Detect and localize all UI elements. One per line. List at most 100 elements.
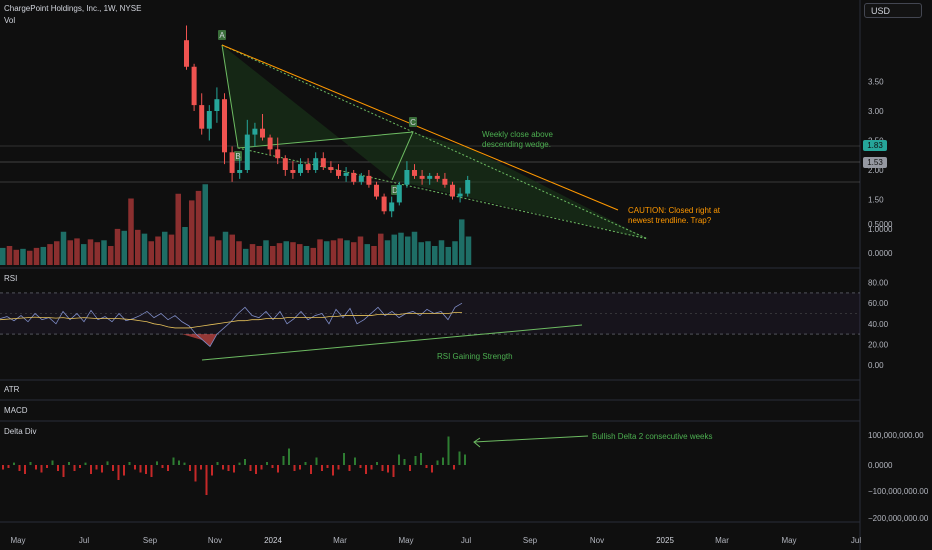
time-axis-label: May [781, 536, 796, 545]
volume-bar [330, 240, 337, 265]
delta-tick-label: −200,000,000.00 [868, 514, 929, 523]
candle-body [366, 175, 372, 185]
volume-bar [189, 200, 195, 265]
volume-bar [27, 250, 33, 265]
volume-bar [283, 241, 289, 265]
volume-bar [364, 244, 370, 265]
delta-bar [7, 465, 10, 468]
volume-bar [60, 231, 67, 265]
volume-bar [135, 229, 141, 265]
volume-bar [432, 246, 438, 265]
volume-label: Vol [4, 16, 16, 25]
volume-bar [418, 242, 424, 265]
delta-bar [24, 465, 26, 474]
delta-bar [255, 465, 257, 474]
rsi-ma-line [0, 312, 462, 329]
delta-bar [315, 457, 318, 465]
volume-bar [222, 231, 229, 265]
time-axis-label: 2025 [656, 536, 674, 545]
delta-bar [90, 465, 92, 474]
volume-bar [357, 236, 364, 265]
candle-body [389, 202, 395, 212]
delta-arrow-head [473, 437, 481, 448]
delta-bar [95, 465, 98, 470]
delta-bar [13, 462, 15, 465]
rsi-trendline [201, 324, 583, 361]
wedge-point-marker [218, 30, 226, 40]
delta-bar [266, 462, 268, 465]
candle-body [320, 158, 326, 168]
wedge-point-label: B [235, 152, 240, 161]
macd-pane-label: MACD [4, 406, 28, 415]
volume-bar [168, 234, 175, 265]
volume-bar [391, 234, 397, 265]
delta-bar [310, 465, 312, 474]
delta-bar [200, 465, 202, 470]
volume-bar [445, 246, 451, 265]
volume-bar [128, 198, 134, 265]
candle-body [465, 180, 471, 194]
delta-bar [436, 460, 439, 465]
volume-bar [411, 231, 418, 265]
delta-bar [277, 465, 279, 473]
delta-bar [62, 465, 65, 477]
volume-bar [337, 238, 343, 265]
candle-body [267, 137, 273, 150]
delta-bar [189, 465, 191, 471]
delta-bar [304, 462, 307, 465]
volume-bar [425, 241, 431, 265]
rsi-tick-label: 40.00 [868, 320, 889, 329]
candle-body [404, 170, 410, 185]
currency-selector[interactable]: USD [864, 3, 922, 18]
price-tick-label: 3.50 [868, 78, 884, 87]
delta-bar [167, 465, 169, 471]
volume-bar [378, 233, 384, 265]
candle-body [244, 134, 250, 170]
candle-body [419, 175, 425, 179]
delta-bar [332, 465, 334, 476]
delta-bar [431, 465, 433, 473]
volume-bar [81, 244, 87, 265]
time-axis-label: Jul [79, 536, 89, 545]
delta-bar [409, 465, 411, 471]
time-axis-label: May [10, 536, 25, 545]
time-axis-label: Nov [208, 536, 222, 545]
delta-bar [205, 465, 208, 495]
delta-bar [403, 459, 406, 465]
volume-bar [0, 247, 6, 265]
candle-body [298, 164, 303, 173]
volume-bar [182, 227, 188, 265]
delta-bar [18, 465, 21, 471]
delta-bar [183, 462, 186, 465]
wedge-point-marker [409, 117, 417, 127]
delta-bar [381, 465, 384, 471]
candle-body [237, 170, 243, 173]
volume-bar [108, 246, 114, 265]
candle-body [282, 158, 288, 170]
atr-pane-label: ATR [4, 385, 20, 394]
delta-bar [249, 465, 252, 471]
candle-body [343, 172, 349, 176]
delta-bar [178, 460, 180, 465]
delta-bar [112, 465, 114, 471]
delta-bar [425, 465, 428, 468]
candle-body [328, 167, 334, 170]
delta-bar [117, 465, 120, 480]
candle-body [381, 196, 387, 212]
rsi-tick-label: 20.00 [868, 340, 889, 349]
time-axis-label: 2024 [264, 536, 282, 545]
delta-bar [343, 453, 345, 465]
rsi-oversold-fill [182, 334, 217, 347]
volume-bar [263, 240, 269, 265]
candle-body [229, 152, 235, 173]
delta-bar [282, 456, 285, 465]
delta-bar [260, 465, 263, 470]
rsi-tick-label: 0.00 [868, 361, 884, 370]
time-axis-label: Sep [143, 536, 158, 545]
delta-bar [299, 465, 301, 470]
candle-body [442, 178, 448, 185]
delta-bar [447, 436, 450, 465]
volume-bar [297, 244, 303, 265]
volume-bar [276, 243, 283, 265]
